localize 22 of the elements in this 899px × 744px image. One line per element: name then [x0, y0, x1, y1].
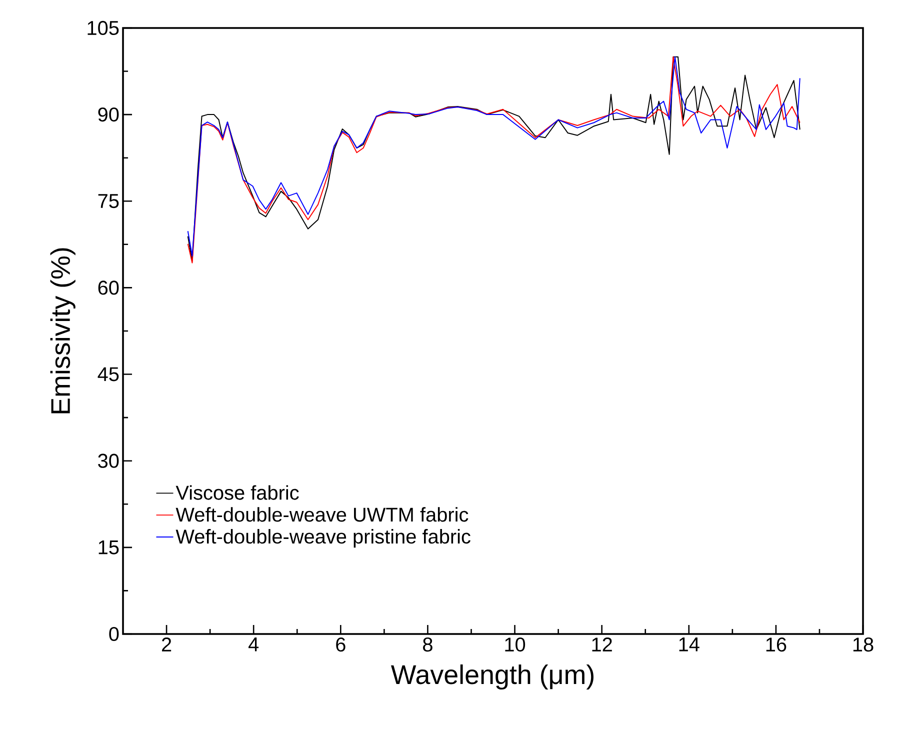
y-tick-label: 15	[98, 540, 119, 554]
x-tick-label: 4	[248, 638, 259, 652]
x-tick-label: 18	[853, 638, 874, 652]
x-tick-label: 10	[505, 638, 526, 652]
y-tick-label: 90	[98, 108, 119, 122]
y-tick-label: 30	[98, 454, 119, 468]
legend-label: Weft-double-weave pristine fabric	[176, 529, 470, 548]
x-tick-label: 2	[162, 638, 172, 652]
legend-label: Weft-double-weave UWTM fabric	[176, 507, 468, 522]
y-axis-title: Emissivity (%)	[50, 248, 76, 414]
y-tick-label: 0	[109, 626, 119, 642]
x-tick-label: 14	[679, 638, 700, 652]
x-tick-label: 8	[423, 638, 432, 652]
y-tick-label: 45	[98, 367, 119, 382]
y-tick-label: 75	[98, 194, 119, 208]
x-tick-label: 6	[336, 638, 346, 652]
x-tick-label: 16	[766, 638, 786, 652]
y-tick-label: 60	[98, 280, 119, 295]
x-axis-title: Wavelength (μm)	[390, 664, 594, 690]
y-tick-label: 105	[88, 20, 119, 36]
legend-label: Viscose fabric	[176, 485, 299, 500]
x-tick-label: 12	[592, 638, 612, 652]
